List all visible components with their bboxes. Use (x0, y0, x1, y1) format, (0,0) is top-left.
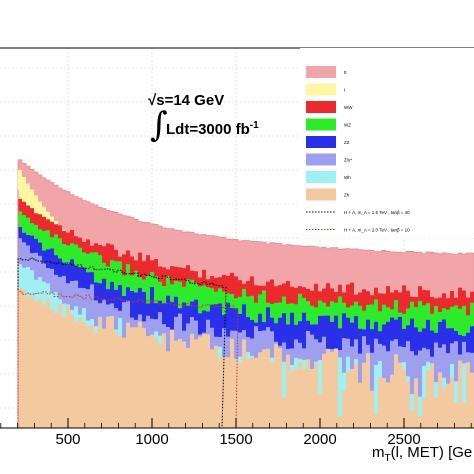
legend-label: WW (344, 105, 353, 110)
x-tick-label: 500 (55, 431, 80, 448)
luminosity-exponent: -1 (249, 120, 259, 131)
x-axis-label: mT(l, MET) [Ge (372, 444, 472, 464)
legend-label: Wh (344, 175, 351, 180)
legend-label: WZ (344, 123, 351, 128)
legend-swatch (306, 66, 336, 78)
plot-border (0, 47, 474, 429)
plot-frame (0, 47, 474, 429)
energy-annotation: √s=14 GeV (148, 92, 225, 109)
legend-label: ZZ (344, 140, 350, 145)
legend-label: H + A, m_A = 2.0 TeV , tanβ = 10 (344, 228, 410, 233)
signal-curve-2000 (17, 290, 239, 429)
legend-label: tt (344, 70, 347, 75)
legend-label: Z/γ* (344, 158, 352, 163)
legend-swatch (306, 136, 336, 148)
x-tick-label: 1500 (219, 431, 252, 448)
integral-symbol: ∫ (150, 105, 168, 145)
x-axis-label-main: m (372, 444, 385, 461)
histogram-Zh (18, 288, 474, 428)
legend-swatch (306, 118, 336, 131)
x-tick-label: 1000 (135, 431, 168, 448)
x-axis-label-rest: (l, MET) [Ge (390, 444, 473, 461)
x-axis-ticks: 500 1000 1500 2000 2500 (0, 418, 472, 448)
legend-label: t (344, 88, 346, 93)
x-tick-label: 2500 (387, 431, 420, 448)
legend-swatch (306, 83, 336, 96)
stacked-histograms (17, 159, 474, 429)
luminosity-annotation: Ldt=3000 fb-1 (166, 120, 259, 138)
luminosity-text: Ldt=3000 fb (166, 121, 250, 138)
legend-swatch (306, 188, 336, 201)
signal-curve-1500 (17, 257, 227, 429)
legend-swatch (306, 153, 336, 166)
signal-curves (17, 257, 239, 429)
x-tick-label: 2000 (303, 431, 336, 448)
legend-label: H + A, m_A = 1.5 TeV , tanβ = 40 (344, 210, 410, 215)
legend-label: Zh (344, 193, 350, 198)
legend-swatch (306, 171, 336, 183)
legend-swatch (306, 101, 336, 113)
x-axis-label-sub: T (384, 453, 391, 464)
